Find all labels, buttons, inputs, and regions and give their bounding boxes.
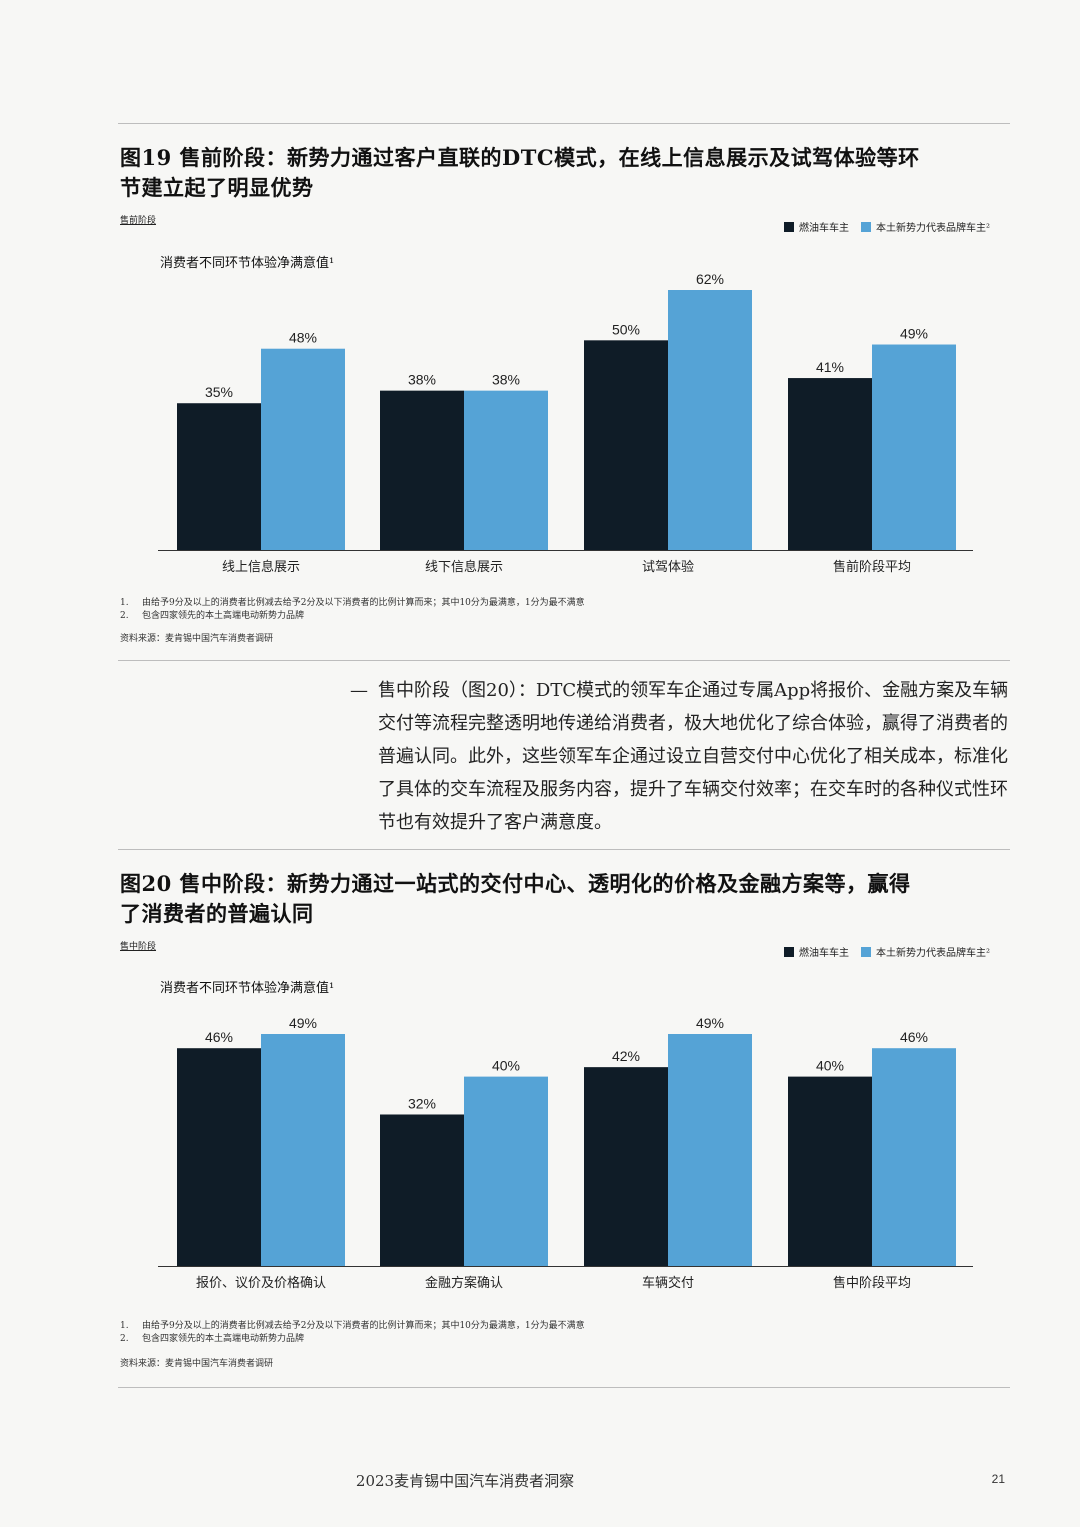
category-label-3: 售中阶段平均 <box>833 1275 911 1291</box>
data-label-ev-2: 49% <box>696 1015 724 1031</box>
data-label-ev-2: 62% <box>696 271 724 287</box>
bar-ice-1 <box>380 390 464 550</box>
footer-title: 2023麦肯锡中国汽车消费者洞察 <box>355 1472 575 1490</box>
bar-ev-2 <box>668 290 752 550</box>
fig20-note2-num: 2. <box>120 1334 129 1344</box>
top-rule <box>118 123 1010 124</box>
legend-ice: 燃油车车主 <box>783 219 849 234</box>
category-label-3: 售前阶段平均 <box>833 559 911 575</box>
data-label-ice-1: 38% <box>408 372 436 388</box>
body-paragraph: — 售中阶段（图20）：DTC模式的领军车企通过专属App将报价、金融方案及车辆… <box>350 674 1015 839</box>
fig19-note2: 包含四家领先的本土高端电动新势力品牌 <box>142 611 305 621</box>
fig19-notes: 1. 由给予9分及以上的消费者比例减去给予2分及以下消费者的比例计算而来；其中10… <box>120 597 585 623</box>
category-label-1: 线下信息展示 <box>425 559 503 575</box>
legend-ice-swatch <box>783 221 794 232</box>
bar-ice-2 <box>584 1067 668 1266</box>
bar-ev-1 <box>464 1076 548 1266</box>
bar-ice-1 <box>380 1114 464 1266</box>
data-label-ice-1: 32% <box>408 1095 436 1111</box>
legend-ev-swatch <box>860 946 871 957</box>
legend-ev: 本土新势力代表品牌车主² <box>860 219 990 234</box>
bar-ev-0 <box>261 348 345 550</box>
bar-ice-3 <box>788 378 872 550</box>
data-label-ice-3: 40% <box>816 1058 844 1074</box>
category-label-1: 金融方案确认 <box>425 1275 503 1291</box>
fig20-legend: 燃油车车主 本土新势力代表品牌车主² <box>778 944 990 959</box>
fig20-title: 图20 售中阶段：新势力通过一站式的交付中心、透明化的价格及金融方案等，赢得 了… <box>120 869 1000 929</box>
bar-ev-1 <box>464 390 548 550</box>
fig19-note2-num: 2. <box>120 611 129 621</box>
fig19-source: 资料来源：麦肯锡中国汽车消费者调研 <box>120 634 274 644</box>
category-label-2: 试驾体验 <box>642 559 694 575</box>
legend-ev-label: 本土新势力代表品牌车主² <box>875 948 990 959</box>
fig20-title-line2: 了消费者的普遍认同 <box>120 901 314 926</box>
bar-ice-0 <box>177 403 261 550</box>
fig20-chart-subtitle: 消费者不同环节体验净满意值¹ <box>160 981 335 996</box>
category-label-2: 车辆交付 <box>642 1275 694 1291</box>
bar-ev-0 <box>261 1034 345 1266</box>
fig19-stage-label: 售前阶段 <box>120 216 157 226</box>
page-number: 21 <box>991 1472 1005 1486</box>
bar-ice-0 <box>177 1048 261 1266</box>
fig20-bar-chart: 46% 49% 报价、议价及价格确认 32% 40% 金融方案确认 42% 49% 车辆交付 40… <box>158 1015 973 1291</box>
data-label-ice-2: 42% <box>612 1048 640 1064</box>
bullet-dash: — <box>350 680 368 701</box>
fig19-bar-chart: 35% 48% 线上信息展示 38% 38% 线下信息展示 50% 62% 试驾体验 41% 49%… <box>158 271 973 575</box>
fig20-bottom-rule <box>118 1387 1010 1388</box>
fig20-note1: 由给予9分及以上的消费者比例减去给予2分及以下消费者的比例计算而来；其中10分为… <box>142 1321 585 1331</box>
data-label-ev-1: 38% <box>492 372 520 388</box>
category-label-0: 线上信息展示 <box>222 559 300 575</box>
fig19-note1-num: 1. <box>120 598 129 608</box>
data-label-ice-0: 46% <box>205 1029 233 1045</box>
fig20-top-rule <box>118 849 1010 850</box>
legend-ice: 燃油车车主 <box>783 944 849 959</box>
bar-ev-2 <box>668 1034 752 1266</box>
fig20-source: 资料来源：麦肯锡中国汽车消费者调研 <box>120 1359 274 1369</box>
legend-ice-label: 燃油车车主 <box>798 948 849 959</box>
legend-ice-label: 燃油车车主 <box>798 223 849 234</box>
data-label-ice-0: 35% <box>205 384 233 400</box>
legend-ev: 本土新势力代表品牌车主² <box>860 944 990 959</box>
fig19-bottom-rule <box>118 660 1010 661</box>
data-label-ev-3: 46% <box>900 1029 928 1045</box>
paragraph-text: 售中阶段（图20）：DTC模式的领军车企通过专属App将报价、金融方案及车辆交付… <box>378 680 1009 833</box>
fig20-title-line1: 图20 售中阶段：新势力通过一站式的交付中心、透明化的价格及金融方案等，赢得 <box>120 871 911 896</box>
data-label-ev-0: 49% <box>289 1015 317 1031</box>
fig19-title-line1: 图19 售前阶段：新势力通过客户直联的DTC模式，在线上信息展示及试驾体验等环 <box>120 145 920 170</box>
bar-ev-3 <box>872 1048 956 1266</box>
bar-ev-3 <box>872 344 956 550</box>
bar-ice-3 <box>788 1076 872 1266</box>
data-label-ice-3: 41% <box>816 359 844 375</box>
data-label-ev-3: 49% <box>900 326 928 342</box>
category-label-0: 报价、议价及价格确认 <box>196 1275 326 1291</box>
legend-ev-label: 本土新势力代表品牌车主² <box>875 223 990 234</box>
fig19-note1: 由给予9分及以上的消费者比例减去给予2分及以下消费者的比例计算而来；其中10分为… <box>142 598 585 608</box>
fig19-title: 图19 售前阶段：新势力通过客户直联的DTC模式，在线上信息展示及试驾体验等环 … <box>120 143 1000 203</box>
fig19-legend: 燃油车车主 本土新势力代表品牌车主² <box>778 219 990 234</box>
fig20-notes: 1. 由给予9分及以上的消费者比例减去给予2分及以下消费者的比例计算而来；其中10… <box>120 1320 585 1346</box>
legend-ev-swatch <box>860 221 871 232</box>
bar-ice-2 <box>584 340 668 550</box>
fig20-note2: 包含四家领先的本土高端电动新势力品牌 <box>142 1334 305 1344</box>
fig20-stage-label: 售中阶段 <box>120 942 157 952</box>
fig19-chart-subtitle: 消费者不同环节体验净满意值¹ <box>160 256 335 271</box>
data-label-ev-1: 40% <box>492 1058 520 1074</box>
fig19-title-line2: 节建立起了明显优势 <box>120 175 314 200</box>
data-label-ice-2: 50% <box>612 321 640 337</box>
legend-ice-swatch <box>783 946 794 957</box>
fig20-note1-num: 1. <box>120 1321 129 1331</box>
data-label-ev-0: 48% <box>289 330 317 346</box>
